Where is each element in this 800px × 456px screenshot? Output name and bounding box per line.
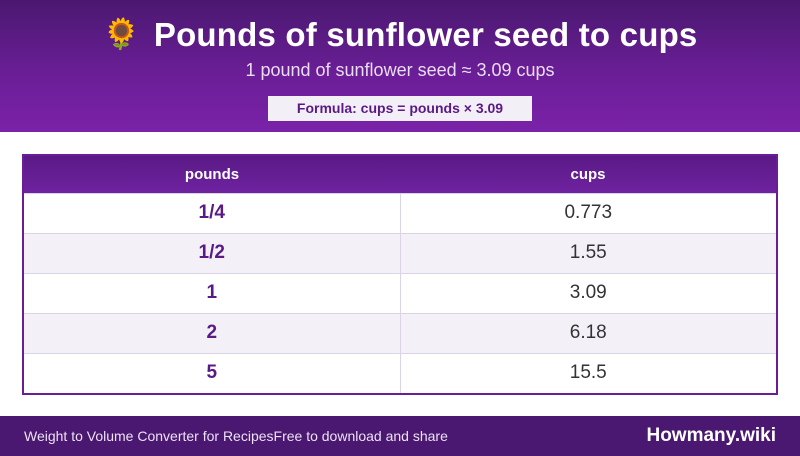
table-row: 2 6.18: [24, 312, 776, 353]
header-banner: 🌻 Pounds of sunflower seed to cups 1 pou…: [0, 0, 800, 132]
footer-tagline: Free to download and share: [273, 428, 448, 444]
table-header-row: pounds cups: [24, 156, 776, 193]
sunflower-icon: 🌻: [102, 17, 140, 52]
table-row: 1/4 0.773: [24, 192, 776, 233]
cell-cups: 3.09: [400, 272, 776, 313]
page-title: Pounds of sunflower seed to cups: [153, 16, 698, 53]
table-row: 1/2 1.55: [24, 232, 776, 273]
conversion-subtitle: 1 pound of sunflower seed ≈ 3.09 cups: [245, 60, 555, 80]
header-pounds: pounds: [24, 156, 400, 193]
cell-pounds: 5: [24, 352, 401, 393]
cell-pounds: 1/2: [24, 232, 401, 273]
cell-pounds: 1/4: [24, 192, 401, 233]
cell-cups: 6.18: [400, 312, 776, 353]
conversion-table: pounds cups 1/4 0.773 1/2 1.55 1 3.09 2 …: [22, 154, 778, 395]
brand-logo-text: Howmany.wiki: [646, 425, 776, 446]
cell-pounds: 1: [24, 272, 401, 313]
cell-cups: 15.5: [400, 352, 776, 393]
footer-app-name: Weight to Volume Converter for Recipes: [24, 428, 274, 444]
table-row: 5 15.5: [24, 352, 776, 393]
cell-pounds: 2: [24, 312, 401, 353]
footer-bar: Weight to Volume Converter for RecipesFr…: [0, 416, 800, 456]
cell-cups: 1.55: [400, 232, 776, 273]
table-row: 1 3.09: [24, 272, 776, 313]
title-row: 🌻 Pounds of sunflower seed to cups: [0, 14, 800, 56]
cell-cups: 0.773: [400, 192, 776, 233]
header-cups: cups: [400, 156, 776, 193]
formula-badge: Formula: cups = pounds × 3.09: [268, 96, 532, 121]
footer-text: Weight to Volume Converter for RecipesFr…: [24, 428, 448, 444]
